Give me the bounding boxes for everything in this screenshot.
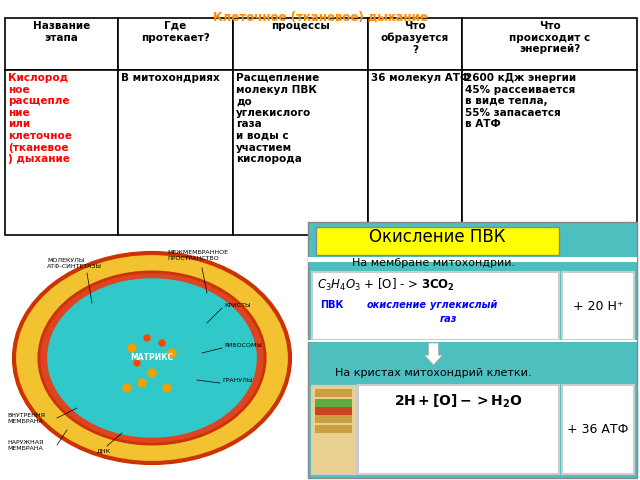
Bar: [233, 70, 368, 235]
Bar: [308, 340, 637, 342]
Text: ВНУТРЕННЯ
МЕМБРАНА: ВНУТРЕННЯ МЕМБРАНА: [7, 413, 45, 424]
Bar: [315, 399, 352, 407]
Text: На кристах митохондрий клетки.: На кристах митохондрий клетки.: [335, 368, 532, 378]
Text: Что
происходит с
энергией?: Что происходит с энергией?: [509, 21, 590, 54]
Text: 2600 кДж энергии
45% рассеивается
в виде тепла,
55% запасается
в АТФ: 2600 кДж энергии 45% рассеивается в виде…: [465, 73, 576, 130]
Text: Что
образуется
?: Что образуется ?: [381, 21, 449, 55]
Text: Клеточное (тканевое) дыхание: Клеточное (тканевое) дыхание: [212, 11, 428, 24]
Circle shape: [168, 349, 176, 357]
Bar: [308, 257, 637, 262]
Bar: [562, 272, 634, 340]
Text: МАТРИКС: МАТРИКС: [131, 353, 173, 362]
Text: Кислород
ное
расщепле
ние
или
клеточное
(тканевое
) дыхание: Кислород ное расщепле ние или клеточное …: [8, 73, 72, 164]
Ellipse shape: [14, 253, 290, 463]
Text: окисление: окисление: [367, 300, 427, 310]
Polygon shape: [424, 343, 442, 365]
Bar: [562, 385, 634, 474]
Text: Окисление ПВК: Окисление ПВК: [369, 228, 506, 246]
Circle shape: [134, 360, 140, 366]
Text: $\mathbf{2H + [О] - > H_2О}$: $\mathbf{2H + [О] - > H_2О}$: [394, 393, 523, 410]
Text: МЕЖМЕМБРАННОЕ
ПРОСТРАНСТВО: МЕЖМЕМБРАННОЕ ПРОСТРАНСТВО: [167, 250, 228, 261]
Text: Расщепление
молекул ПВК
до
углекислого
газа
и воды с
участием
кислорода: Расщепление молекул ПВК до углекислого г…: [236, 73, 319, 164]
Text: + 20 H⁺: + 20 H⁺: [573, 300, 623, 312]
Text: На мембране митохондрии.: На мембране митохондрии.: [352, 258, 515, 268]
Bar: [462, 18, 637, 70]
Text: $\mathit{C_3H_4O_3}$ + [О] - > $\mathbf{3CO_2}$: $\mathit{C_3H_4O_3}$ + [О] - > $\mathbf{…: [317, 277, 455, 293]
Text: ПВК: ПВК: [320, 300, 344, 310]
Text: В митохондриях: В митохондриях: [121, 73, 220, 83]
Bar: [368, 18, 462, 70]
Bar: [312, 272, 559, 340]
Text: КРИСТЫ: КРИСТЫ: [224, 303, 250, 308]
Circle shape: [128, 344, 136, 352]
Text: + 36 АТФ: + 36 АТФ: [567, 423, 628, 436]
Circle shape: [148, 369, 156, 377]
Text: процессы: процессы: [271, 21, 330, 31]
Bar: [315, 425, 352, 433]
Bar: [315, 389, 352, 397]
Bar: [311, 385, 356, 474]
Circle shape: [144, 335, 150, 341]
Bar: [315, 407, 352, 415]
Bar: [5, 70, 118, 235]
Circle shape: [163, 384, 171, 392]
Ellipse shape: [47, 278, 257, 438]
Text: МОЛЕКУЛЫ
АТФ-СИНТЕТАЗЫ: МОЛЕКУЛЫ АТФ-СИНТЕТАЗЫ: [47, 258, 102, 269]
Bar: [368, 70, 462, 235]
Ellipse shape: [39, 272, 265, 444]
Bar: [308, 222, 637, 478]
Text: НАРУЖНАЯ
МЕМБРАНА: НАРУЖНАЯ МЕМБРАНА: [7, 440, 44, 451]
Bar: [5, 18, 118, 70]
Text: РИБОСОМЫ: РИБОСОМЫ: [224, 343, 262, 348]
Text: Название
этапа: Название этапа: [33, 21, 90, 43]
Bar: [316, 227, 559, 255]
Bar: [462, 70, 637, 235]
Bar: [233, 18, 368, 70]
Bar: [118, 70, 233, 235]
Circle shape: [138, 379, 146, 387]
Bar: [315, 415, 352, 423]
Text: 36 молекул АТФ: 36 молекул АТФ: [371, 73, 470, 83]
Text: газ: газ: [440, 314, 458, 324]
Ellipse shape: [69, 295, 235, 421]
Text: Где
протекает?: Где протекает?: [141, 21, 210, 43]
Circle shape: [123, 384, 131, 392]
Text: ГРАНУЛЫ: ГРАНУЛЫ: [222, 378, 252, 383]
Bar: [118, 18, 233, 70]
Text: углекислый: углекислый: [430, 300, 497, 310]
Bar: [358, 385, 559, 474]
Circle shape: [159, 340, 165, 346]
Text: ДНК: ДНК: [97, 448, 111, 453]
